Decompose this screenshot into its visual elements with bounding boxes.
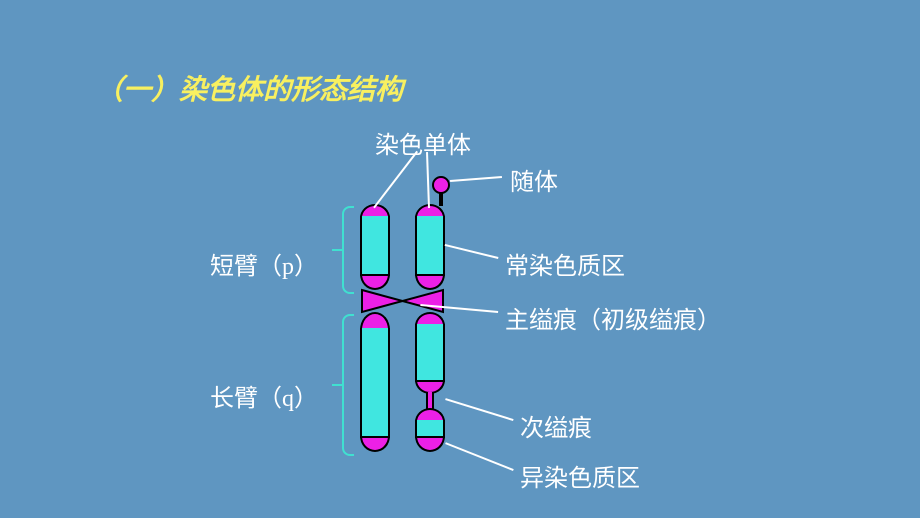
label-short-arm: 短臂（p） [210,246,318,281]
label-long-arm: 长臂（q） [210,378,318,413]
left-long-cap [360,436,390,452]
page-title: （一）染色体的形态结构 [95,68,403,108]
left-long-body [360,328,390,438]
label-heterochromatin: 异染色质区 [520,458,640,493]
right-long-body [415,324,445,382]
right-long-cap [415,436,445,452]
label-secondary-constriction: 次缢痕 [520,408,592,443]
right-short-body [415,216,445,276]
label-chromatid: 染色单体 [375,125,471,160]
label-euchromatin: 常染色质区 [505,246,625,281]
left-short-body [360,216,390,276]
label-primary-constriction: 主缢痕（初级缢痕） [505,300,721,335]
label-satellite: 随体 [510,162,558,197]
satellite-stalk [439,192,443,206]
